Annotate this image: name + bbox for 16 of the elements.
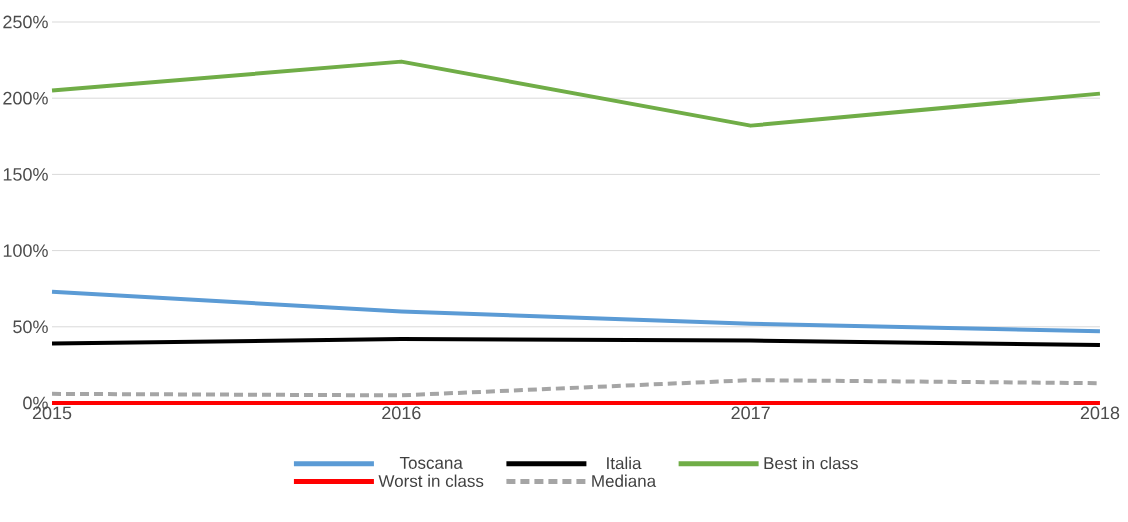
x-tick-label: 2017 — [731, 406, 770, 420]
legend-label: Italia — [607, 456, 642, 470]
x-tick-label: 2016 — [382, 406, 421, 420]
y-tick-label: 250% — [3, 15, 48, 29]
line-series — [50, 59, 1102, 128]
legend-label: Worst in class — [378, 474, 484, 488]
y-tick-label: 150% — [3, 168, 48, 181]
y-tick-label: 200% — [3, 91, 48, 105]
y-tick-label: 50% — [13, 320, 48, 334]
legend-label: Toscana — [399, 457, 463, 469]
legend-label: Mediana — [592, 474, 657, 488]
legend-label: Best in class — [764, 456, 858, 470]
line-series — [50, 336, 1102, 348]
line-series — [50, 289, 1102, 334]
x-tick-label: 2018 — [1080, 406, 1120, 420]
y-tick-label: 100% — [3, 244, 48, 257]
